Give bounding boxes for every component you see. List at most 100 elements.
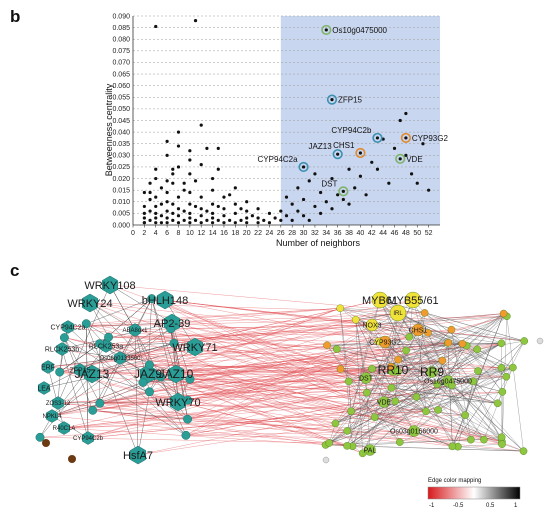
- network-edge: [346, 396, 417, 447]
- data-point: [188, 211, 192, 215]
- network-edge: [336, 343, 502, 350]
- network-edge: [63, 350, 407, 429]
- data-point: [154, 221, 158, 225]
- gene-node: [185, 374, 195, 384]
- data-point: [358, 151, 363, 155]
- y-tick-label: 0.045: [112, 118, 130, 125]
- gene-node: [156, 372, 166, 382]
- network-edge: [416, 380, 449, 398]
- gene-node: [480, 435, 488, 444]
- network-edge: [89, 302, 328, 346]
- network-edge: [171, 322, 398, 372]
- network-edge: [64, 337, 396, 402]
- network-edge: [395, 359, 399, 402]
- gene-node: [387, 362, 395, 371]
- data-point: [256, 216, 260, 220]
- data-point: [324, 200, 328, 204]
- x-tick-label: 34: [322, 230, 330, 237]
- gene-node: [405, 333, 414, 341]
- y-tick-label: 0.070: [112, 60, 130, 67]
- data-point: [171, 202, 175, 206]
- network-edge: [51, 308, 341, 417]
- network-edge: [336, 348, 427, 412]
- network-edge: [391, 329, 452, 388]
- data-point: [216, 146, 220, 150]
- data-point: [421, 142, 425, 146]
- x-tick-label: 30: [300, 230, 308, 237]
- node-label: WRKY24: [67, 298, 112, 310]
- data-point: [148, 197, 152, 202]
- network-edge: [413, 367, 502, 432]
- data-point: [142, 190, 146, 195]
- network-edge: [43, 322, 173, 389]
- node-label: Os06g0133500: [99, 356, 141, 362]
- network-edge: [451, 385, 524, 452]
- gene-node: [347, 407, 355, 415]
- network-edge: [462, 343, 503, 392]
- network-edge: [51, 342, 449, 417]
- network-edge: [149, 364, 394, 371]
- point-annotation: ZFP15: [338, 96, 363, 105]
- panel-letter-b: b: [10, 7, 20, 26]
- data-point: [364, 193, 368, 197]
- gene-node: [371, 291, 389, 309]
- data-point: [199, 123, 203, 127]
- x-axis-title: Number of neighbors: [276, 238, 361, 248]
- x-tick-label: 22: [254, 230, 262, 237]
- node-label: JAZ9: [134, 367, 162, 381]
- node-label: NOX3: [362, 322, 381, 329]
- data-point: [290, 202, 294, 206]
- node-label: R40C1A: [53, 426, 76, 432]
- legend-tick-05: 0.5: [486, 503, 495, 509]
- data-point: [313, 204, 317, 209]
- network-edge: [371, 343, 463, 369]
- data-point: [341, 197, 345, 202]
- data-point: [279, 209, 283, 213]
- gene-node: [378, 396, 390, 408]
- data-point: [193, 179, 198, 183]
- highlight-ring: [332, 149, 343, 160]
- data-point: [228, 193, 232, 197]
- node-label: WRKY71: [172, 342, 217, 354]
- network-edge: [352, 299, 414, 447]
- gene-node: [183, 395, 193, 405]
- data-point: [210, 176, 215, 181]
- data-point: [358, 174, 363, 178]
- highlight-ring: [372, 132, 383, 144]
- data-point: [353, 186, 357, 190]
- network-edge: [390, 312, 399, 367]
- scatter-chart: 0.000 0.005 0.010 0.015 0.020 0.025 0.030 0.035…: [112, 13, 448, 237]
- network-edge: [164, 299, 386, 343]
- x-tick-label: 8: [177, 230, 181, 237]
- network-edge: [79, 329, 452, 371]
- network-edge: [57, 284, 111, 404]
- network-edge: [194, 346, 503, 445]
- gene-node: [59, 333, 69, 343]
- data-point: [398, 157, 402, 161]
- network-edge: [339, 308, 353, 447]
- node-label: ERF: [41, 364, 55, 371]
- data-point: [176, 165, 181, 169]
- gene-node: [497, 339, 506, 348]
- network-edge: [466, 345, 503, 392]
- y-tick-label: 0.010: [112, 199, 130, 206]
- gene-node: [83, 364, 101, 384]
- network-edge: [99, 391, 503, 404]
- gene-node: [474, 367, 482, 375]
- gene-node: [323, 341, 331, 350]
- data-point: [171, 167, 175, 171]
- data-point: [245, 209, 249, 213]
- data-point: [404, 153, 408, 157]
- gene-node: [411, 323, 425, 337]
- x-tick-label: 36: [334, 230, 342, 237]
- data-point: [398, 118, 402, 123]
- edge-layer: [39, 284, 525, 456]
- data-point: [347, 202, 351, 206]
- network-edge: [89, 302, 425, 314]
- data-point: [182, 181, 186, 185]
- network-edge: [51, 415, 353, 447]
- network-edge: [99, 343, 177, 375]
- y-tick-label: 0.085: [112, 25, 130, 32]
- x-tick-label: 4: [154, 230, 158, 237]
- gene-node: [325, 439, 333, 447]
